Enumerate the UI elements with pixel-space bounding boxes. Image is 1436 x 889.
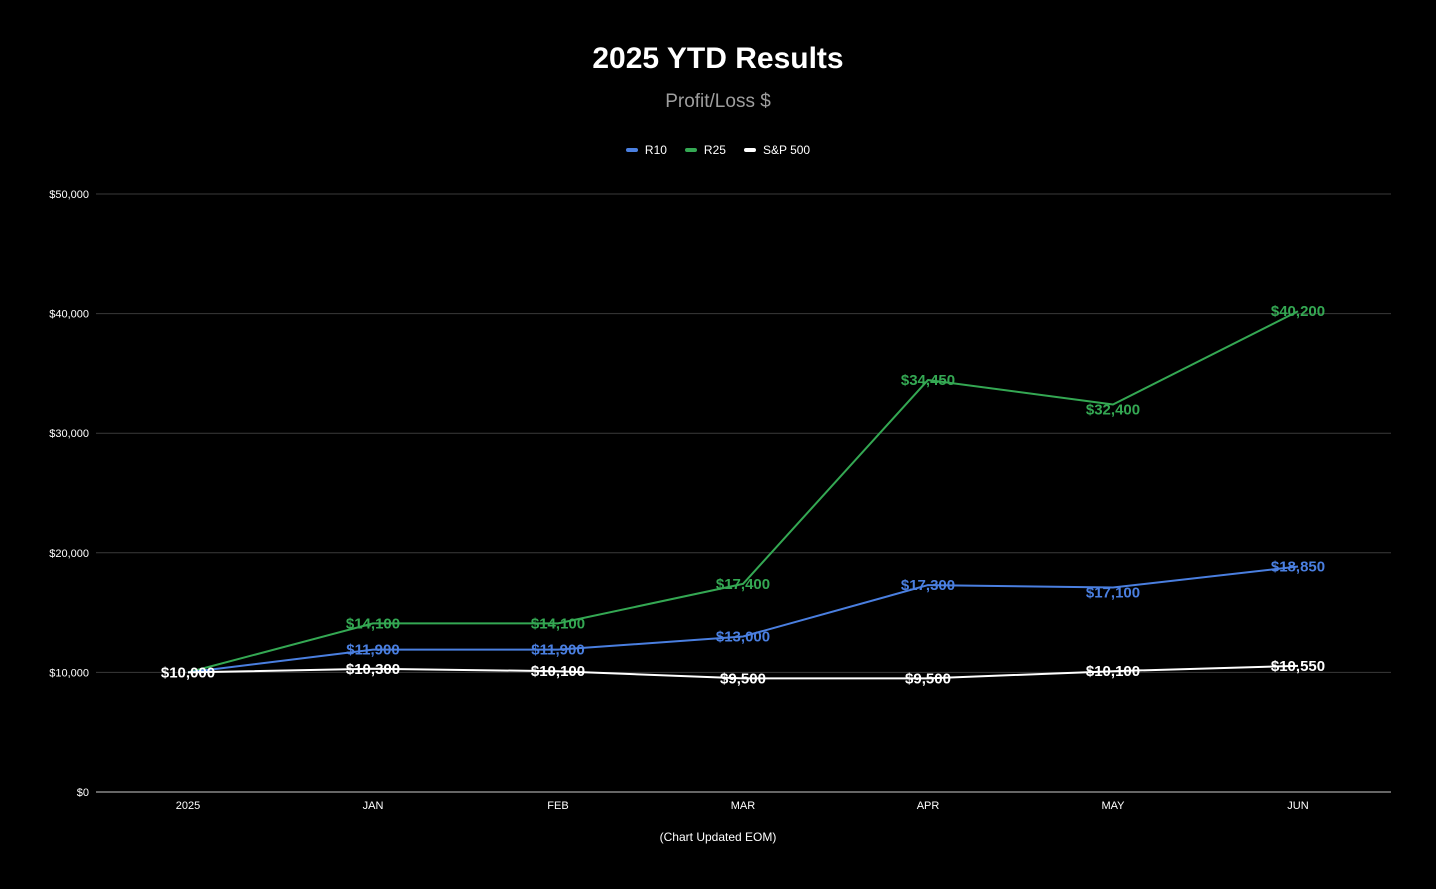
data-label: $40,200 xyxy=(1271,303,1325,320)
legend-label-r10: R10 xyxy=(644,143,667,157)
data-label: $14,100 xyxy=(531,615,585,632)
legend-item-r25[interactable]: R25 xyxy=(684,143,726,157)
y-tick-label: $30,000 xyxy=(49,428,89,440)
data-label: $9,500 xyxy=(905,670,951,687)
data-label: $11,900 xyxy=(531,642,584,659)
legend-label-r25: R25 xyxy=(703,143,726,157)
x-axis-title: (Chart Updated EOM) xyxy=(659,830,777,844)
data-label: $17,100 xyxy=(1086,584,1140,601)
x-tick-label: JUN xyxy=(1287,800,1308,812)
legend-swatch-sp500 xyxy=(743,148,756,152)
data-label: $10,300 xyxy=(346,661,400,678)
series-line-r25 xyxy=(187,310,1299,674)
data-label: $34,450 xyxy=(901,372,955,389)
y-tick-label: $0 xyxy=(77,787,89,799)
data-label: $17,300 xyxy=(901,577,955,594)
data-label: $10,100 xyxy=(1086,663,1140,680)
series-line-s-p-500 xyxy=(187,664,1299,680)
x-tick-label: APR xyxy=(917,800,940,812)
data-label: $13,000 xyxy=(716,629,770,646)
legend: R10 R25 S&P 500 xyxy=(0,143,1436,157)
y-tick-label: $40,000 xyxy=(49,309,89,321)
data-label: $9,500 xyxy=(720,670,766,687)
legend-swatch-r25 xyxy=(684,148,697,152)
x-tick-label: MAY xyxy=(1101,800,1125,812)
series-line-r10 xyxy=(187,565,1299,674)
chart-subtitle: Profit/Loss $ xyxy=(665,91,771,112)
legend-item-sp500[interactable]: S&P 500 xyxy=(743,143,811,157)
legend-swatch-r10 xyxy=(625,148,638,152)
y-tick-label: $50,000 xyxy=(49,189,89,201)
data-label: $18,850 xyxy=(1271,559,1325,576)
y-tick-label: $20,000 xyxy=(49,548,89,560)
data-label: $10,000 xyxy=(161,664,215,681)
data-label: $11,900 xyxy=(346,642,399,659)
data-label: $10,550 xyxy=(1271,658,1325,675)
x-tick-label: JAN xyxy=(363,800,384,812)
chart-title: 2025 YTD Results xyxy=(592,42,844,75)
data-label: $10,100 xyxy=(531,663,585,680)
y-tick-label: $10,000 xyxy=(49,667,89,679)
data-label: $14,100 xyxy=(346,615,400,632)
legend-item-r10[interactable]: R10 xyxy=(625,143,667,157)
legend-label-sp500: S&P 500 xyxy=(762,143,811,157)
x-tick-label: FEB xyxy=(547,800,568,812)
x-tick-label: MAR xyxy=(731,800,756,812)
x-tick-label: 2025 xyxy=(176,800,200,812)
data-label: $17,400 xyxy=(716,576,770,593)
data-label: $32,400 xyxy=(1086,401,1140,418)
